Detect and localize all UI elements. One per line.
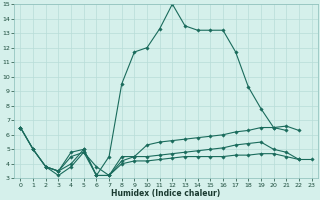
X-axis label: Humidex (Indice chaleur): Humidex (Indice chaleur) [111,189,221,198]
